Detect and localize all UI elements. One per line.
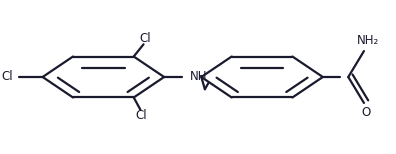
Text: O: O [361, 106, 371, 119]
Text: Cl: Cl [140, 32, 151, 45]
Text: Cl: Cl [136, 109, 147, 122]
Text: NH: NH [190, 71, 207, 83]
Text: NH₂: NH₂ [357, 34, 379, 47]
Text: Cl: Cl [2, 71, 13, 83]
